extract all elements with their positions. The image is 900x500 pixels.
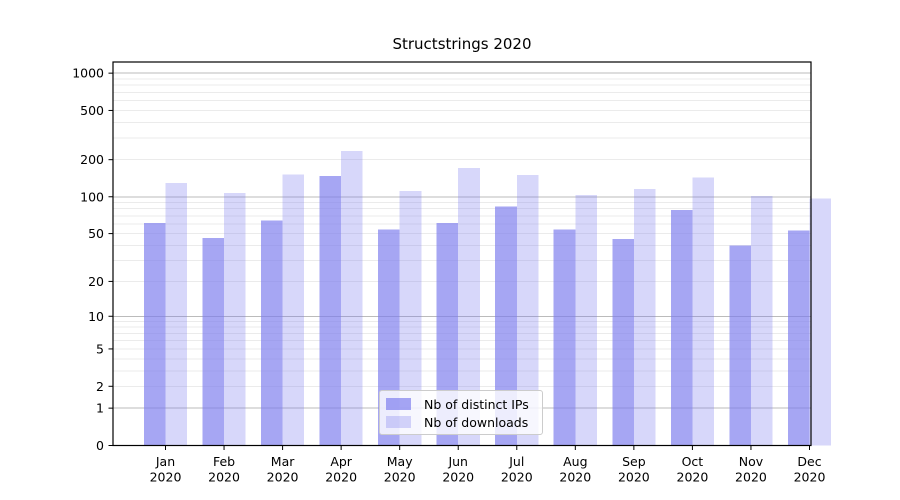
bar-distinct-ips-sep [612,239,634,446]
y-tick-label: 5 [96,341,104,356]
x-tick-label: Nov 2020 [735,454,767,485]
y-tick-label: 500 [80,103,104,118]
bar-downloads-feb [224,193,246,446]
bar-distinct-ips-jul [495,206,517,446]
bar-distinct-ips-aug [553,229,576,446]
y-tick-label: 200 [80,152,104,167]
bar-downloads-nov [750,196,773,446]
x-tick-label: Jun 2020 [442,454,474,485]
y-tick-label: 50 [88,226,104,241]
x-tick-label: Mar 2020 [267,454,299,485]
bar-downloads-may [399,191,422,446]
bar-distinct-ips-nov [729,245,751,446]
chart-title: Structstrings 2020 [392,35,532,53]
y-tick-label: 100 [80,189,104,204]
x-tick-label: Aug 2020 [559,454,591,485]
y-tick-label: 0 [96,438,104,453]
bar-distinct-ips-feb [202,237,225,446]
bar-distinct-ips-jan [143,223,166,446]
x-tick-label: Feb 2020 [208,454,240,485]
bar-distinct-ips-apr [319,176,342,446]
bar-downloads-jun [458,167,480,446]
plot-border [112,61,812,447]
bar-downloads-aug [575,195,597,446]
y-tick-label: 1 [96,401,104,416]
bar-distinct-ips-dec [787,230,810,446]
bar-downloads-jul [516,175,539,446]
x-tick-label: Oct 2020 [677,454,709,485]
y-tick-label: 1000 [72,66,104,81]
y-tick-label: 2 [96,379,104,394]
legend-swatch-distinct-ips [386,398,411,410]
x-tick-label: Sep 2020 [618,454,650,485]
x-tick-label: May 2020 [384,454,416,485]
bar-distinct-ips-jun [436,223,459,446]
x-tick-label: Jul 2020 [501,454,533,485]
bar-downloads-apr [341,151,363,446]
x-tick-label: Jan 2020 [150,454,182,485]
legend-swatch-downloads [386,416,411,428]
bar-distinct-ips-mar [260,220,283,446]
legend: Nb of distinct IPs Nb of downloads [379,390,543,435]
legend-label-distinct-ips: Nb of distinct IPs [424,396,529,412]
legend-label-downloads: Nb of downloads [424,414,529,430]
x-tick-label: Apr 2020 [325,454,357,485]
legend-item-downloads: Nb of downloads [386,414,533,430]
x-tick-label: Dec 2020 [794,454,826,485]
bar-downloads-dec [809,198,832,446]
bar-downloads-sep [633,188,656,446]
y-tick-label: 10 [88,309,104,324]
bar-downloads-jan [165,183,188,446]
bar-downloads-mar [282,174,305,446]
bar-downloads-oct [692,177,715,446]
bar-distinct-ips-oct [670,210,693,446]
legend-item-distinct-ips: Nb of distinct IPs [386,396,533,412]
y-tick-label: 20 [88,274,104,289]
